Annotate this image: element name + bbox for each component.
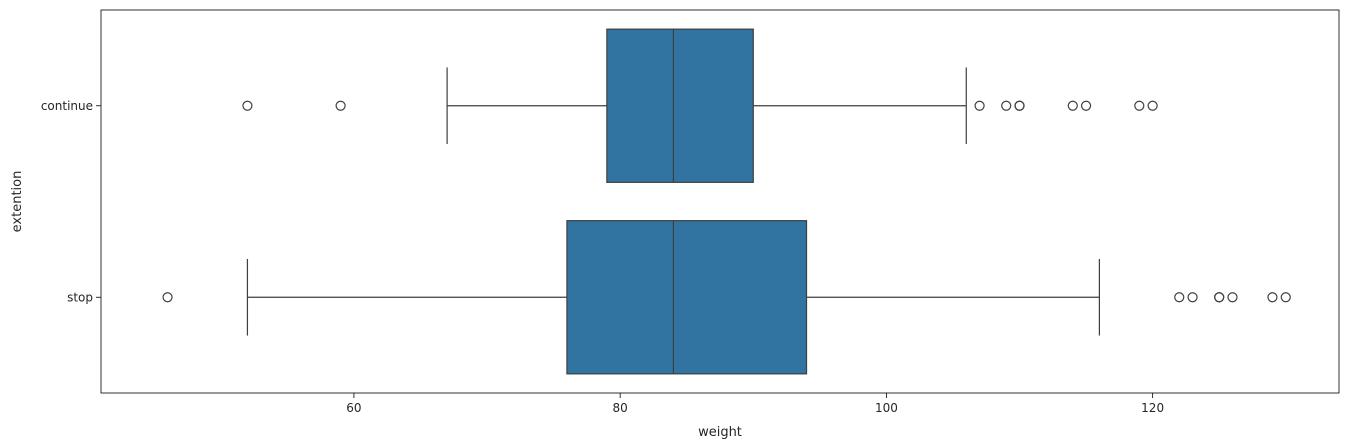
x-axis-label: weight bbox=[698, 425, 742, 440]
x-tick-label: 80 bbox=[613, 401, 628, 415]
iqr-box bbox=[606, 28, 754, 183]
outlier-point bbox=[1174, 292, 1185, 303]
outlier-point bbox=[1280, 292, 1291, 303]
plot-layer bbox=[162, 28, 1291, 375]
outlier-point bbox=[1187, 292, 1198, 303]
plot-frame bbox=[100, 9, 1340, 394]
outlier-point bbox=[335, 100, 346, 111]
box-group-continue bbox=[242, 28, 1158, 183]
y-axis: continue stop bbox=[41, 99, 101, 304]
outlier-point bbox=[1014, 100, 1025, 111]
outlier-point bbox=[1267, 292, 1278, 303]
y-tick-label: continue bbox=[41, 99, 93, 113]
outlier-point bbox=[1001, 100, 1012, 111]
iqr-box bbox=[566, 220, 808, 375]
y-tick-label: stop bbox=[67, 290, 93, 304]
x-tick-label: 120 bbox=[1141, 401, 1164, 415]
outlier-point bbox=[1147, 100, 1158, 111]
outlier-point bbox=[1214, 292, 1225, 303]
outlier-point bbox=[974, 100, 985, 111]
outlier-point bbox=[1067, 100, 1078, 111]
outlier-point bbox=[1080, 100, 1092, 111]
y-axis-label: extention bbox=[10, 171, 25, 233]
x-axis: 60 80 100 120 bbox=[346, 393, 1164, 415]
outlier-point bbox=[1227, 292, 1238, 303]
x-tick-label: 60 bbox=[346, 401, 361, 415]
box-group-stop bbox=[162, 220, 1291, 375]
outlier-point bbox=[1134, 100, 1145, 111]
outlier-point bbox=[242, 100, 253, 111]
x-tick-label: 100 bbox=[875, 401, 898, 415]
outlier-point bbox=[162, 292, 173, 303]
